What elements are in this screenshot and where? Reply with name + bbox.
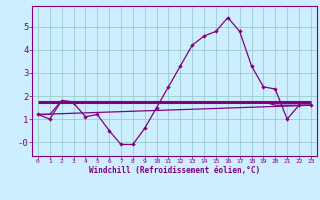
X-axis label: Windchill (Refroidissement éolien,°C): Windchill (Refroidissement éolien,°C): [89, 166, 260, 175]
